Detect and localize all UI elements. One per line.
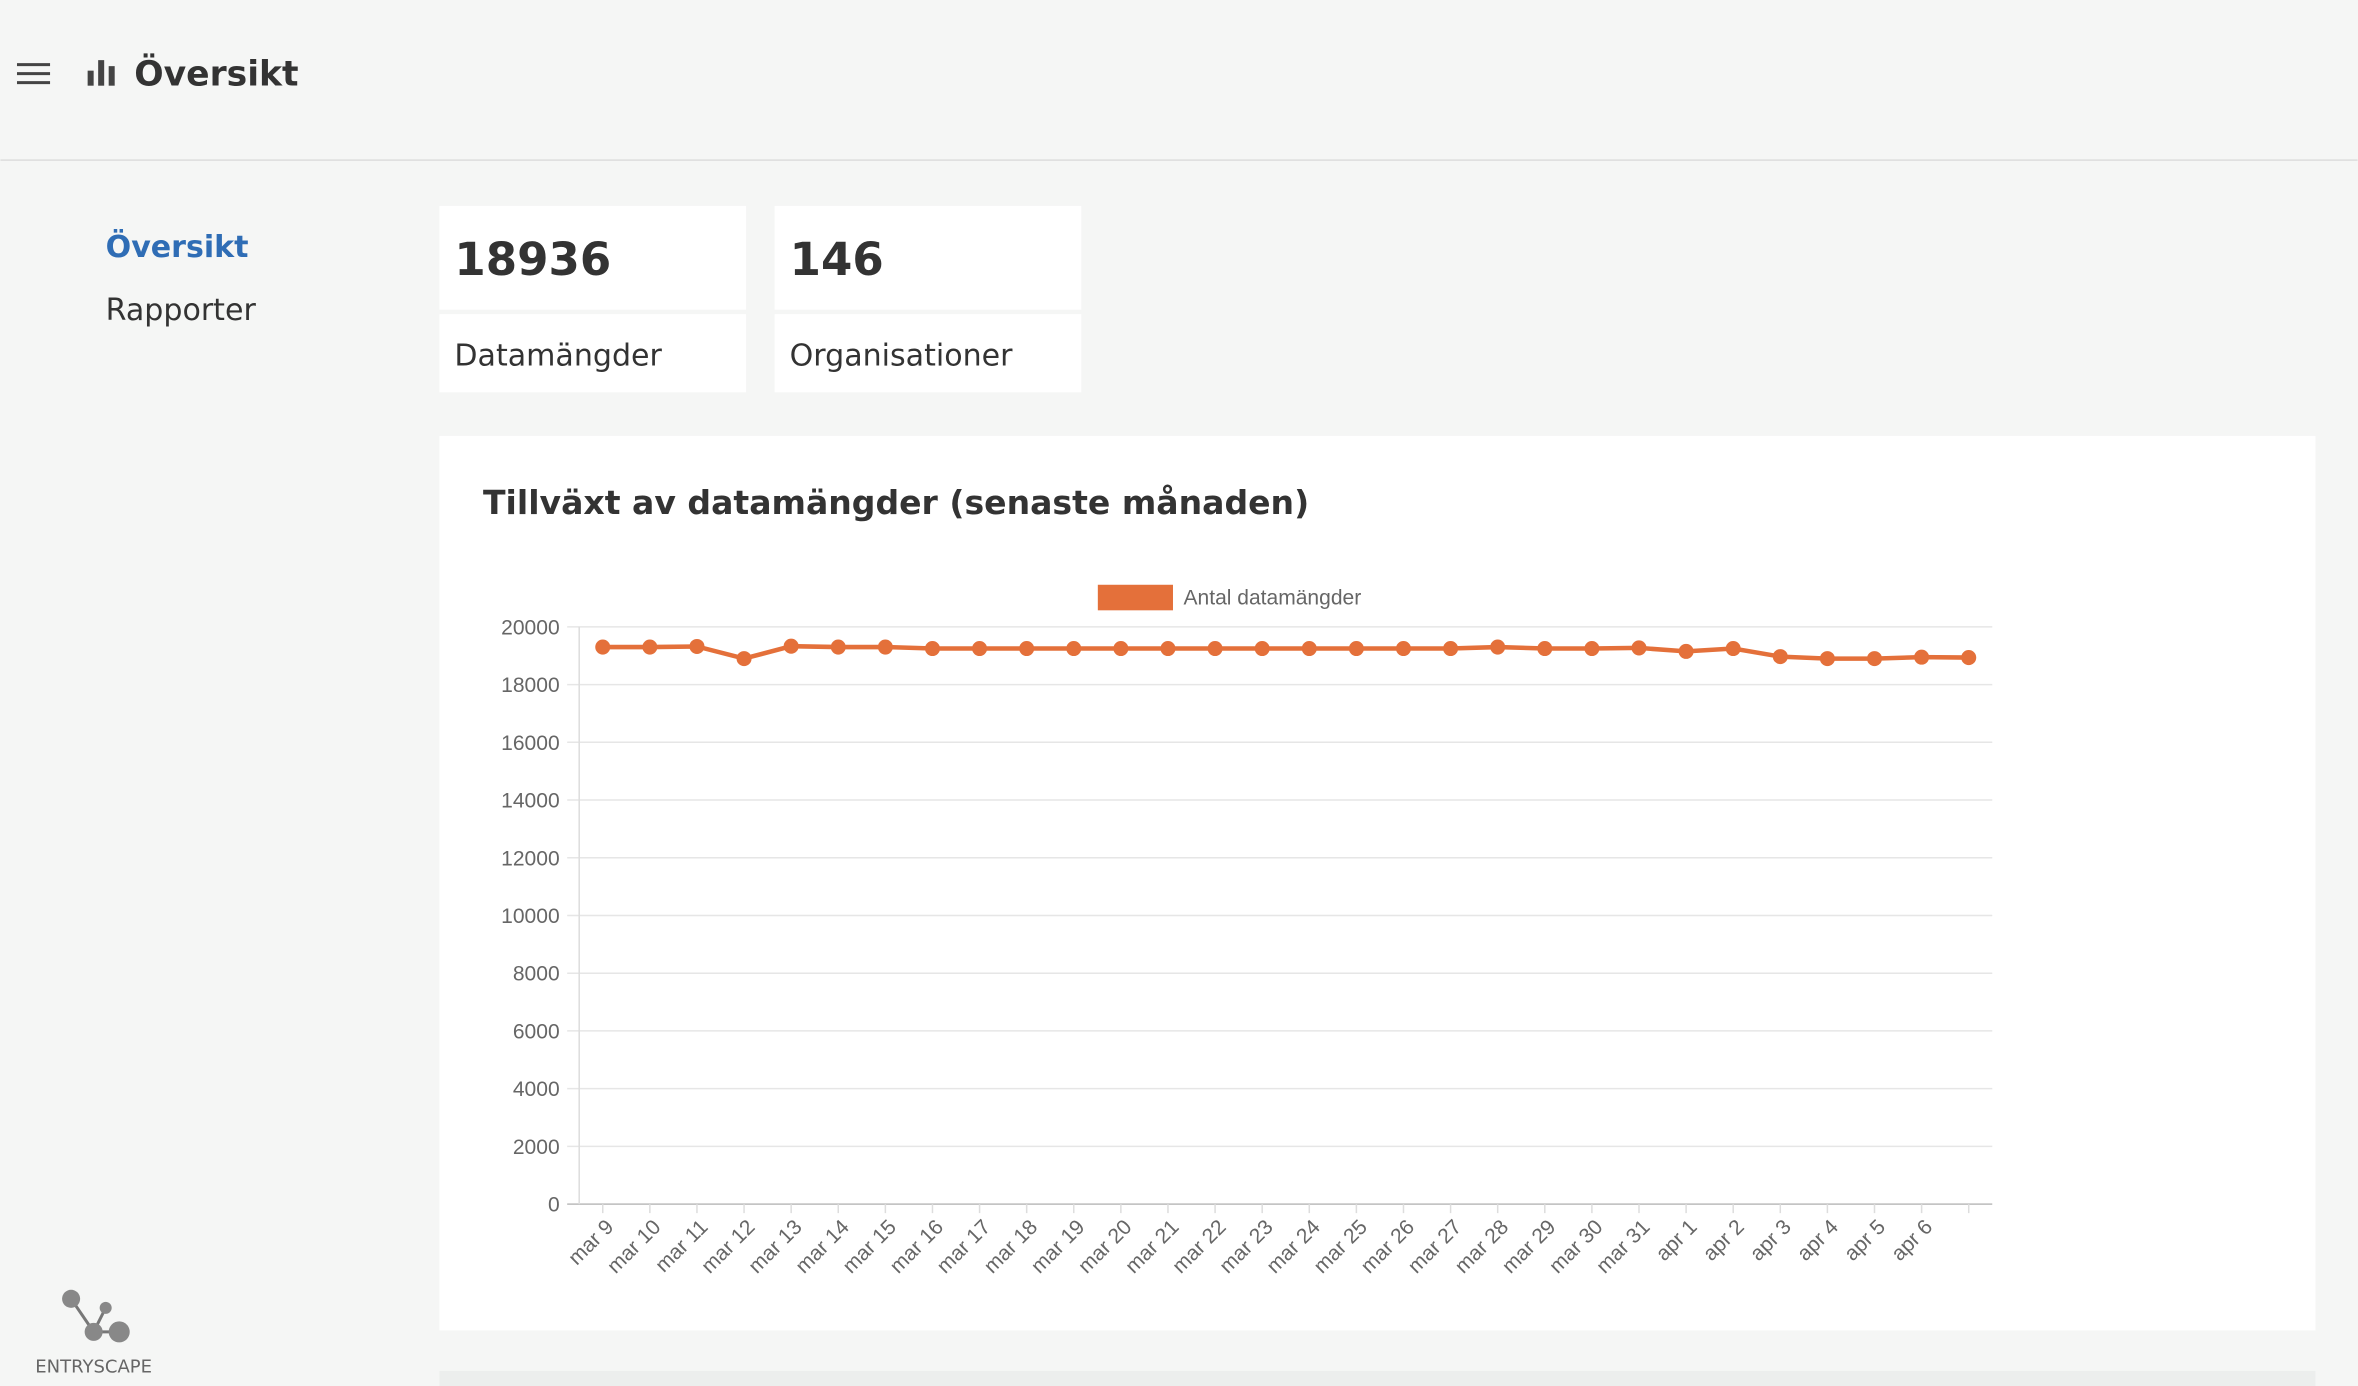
data-point	[1113, 640, 1129, 657]
y-tick-label: 8000	[513, 963, 560, 986]
series-line	[602, 643, 1969, 661]
stat-value: 146	[790, 233, 884, 286]
data-point	[736, 651, 752, 667]
data-point	[972, 640, 988, 657]
y-tick-label: 16000	[501, 732, 559, 755]
data-point	[1160, 640, 1176, 657]
legend-swatch	[1097, 584, 1173, 611]
data-point	[1819, 651, 1835, 667]
data-point	[1395, 640, 1412, 657]
data-point	[1584, 640, 1600, 657]
data-point	[1443, 640, 1459, 657]
y-tick-label: 10000	[501, 905, 559, 928]
data-point	[1066, 640, 1082, 657]
data-point	[1537, 640, 1553, 657]
data-point	[1254, 640, 1270, 657]
data-point	[1019, 640, 1035, 657]
data-point	[1866, 651, 1883, 667]
data-point	[924, 640, 940, 657]
y-tick-label: 0	[548, 1194, 560, 1217]
data-point	[877, 639, 893, 655]
y-tick-label: 12000	[501, 847, 559, 870]
chart-icon	[87, 60, 115, 86]
stat-label: Organisationer	[790, 338, 1013, 373]
data-point	[1772, 649, 1788, 665]
data-point	[1301, 640, 1317, 657]
y-tick-label: 2000	[513, 1136, 560, 1159]
nav-item[interactable]: Rapporter	[106, 293, 257, 328]
data-point	[1678, 643, 1694, 659]
stat-value: 18936	[454, 233, 611, 286]
data-point	[1961, 650, 1977, 666]
data-point	[1725, 640, 1741, 657]
data-point	[1490, 639, 1506, 655]
data-point	[1207, 640, 1223, 657]
logo-text: ENTRYSCAPE	[35, 1356, 152, 1377]
stat-card: 146 Organisationer	[774, 205, 1082, 393]
y-tick-label: 14000	[501, 790, 559, 813]
header-title: Översikt	[134, 54, 298, 95]
stat-label: Datamängder	[454, 338, 662, 373]
data-point	[642, 639, 658, 655]
nav-item[interactable]: Översikt	[106, 228, 249, 265]
data-point	[783, 638, 799, 654]
data-point	[595, 639, 611, 655]
data-point	[1914, 649, 1930, 665]
data-point	[1631, 640, 1647, 656]
header	[0, 0, 2358, 160]
y-tick-label: 6000	[513, 1020, 560, 1043]
data-point	[1348, 640, 1364, 657]
stat-card: 18936 Datamängder	[439, 205, 747, 393]
data-point	[830, 639, 846, 655]
chart-title: Tillväxt av datamängder (senaste månaden…	[483, 483, 1309, 522]
logo: ENTRYSCAPE	[35, 1289, 152, 1377]
chart-card	[439, 435, 2316, 1331]
data-point	[689, 638, 705, 654]
next-card	[439, 1370, 2316, 1386]
legend-label: Antal datamängder	[1184, 586, 1362, 609]
y-tick-label: 4000	[513, 1078, 560, 1101]
y-tick-label: 18000	[501, 674, 559, 697]
y-tick-label: 20000	[501, 616, 559, 639]
menu-button[interactable]	[16, 63, 51, 85]
